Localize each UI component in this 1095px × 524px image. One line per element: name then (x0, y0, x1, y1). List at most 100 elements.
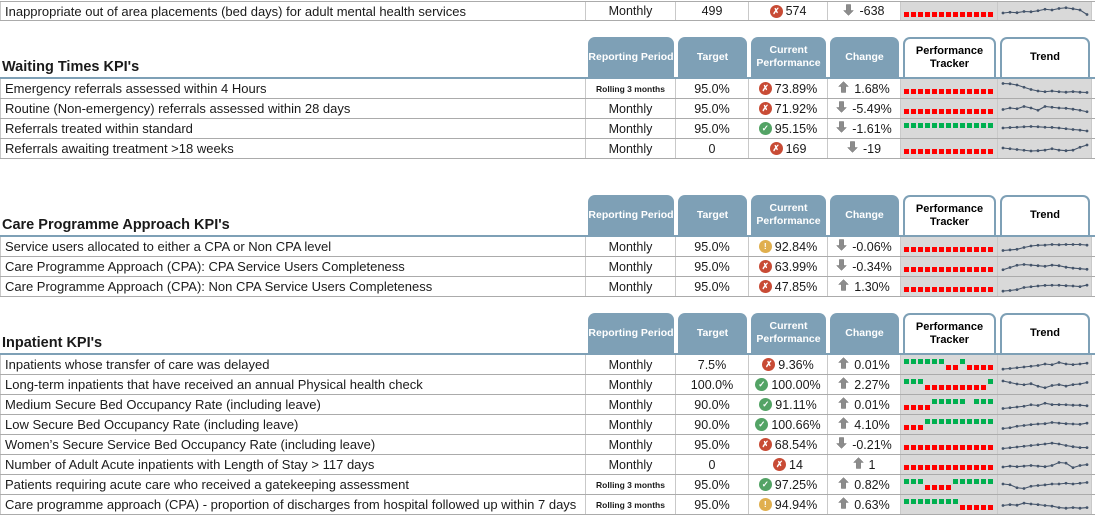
trend-cell (998, 415, 1092, 434)
reporting-period: Rolling 3 months (586, 475, 676, 494)
performance-tracker (903, 102, 995, 115)
kpi-row: Medium Secure Bed Occupancy Rate (includ… (0, 395, 1095, 415)
performance-tracker (903, 280, 995, 293)
kpi-name: Inpatients whose transfer of care was de… (0, 355, 586, 374)
trend-sparkline (1001, 441, 1088, 450)
tracker-square-red (973, 109, 979, 114)
tracker-square-red (917, 287, 923, 292)
kpi-name: Long-term inpatients that have received … (0, 375, 586, 394)
kpi-row: Emergency referrals assessed within 4 Ho… (0, 79, 1095, 99)
tracker-square-red (917, 11, 923, 17)
tracker-square-red (945, 385, 951, 390)
tracker-square-red (938, 109, 944, 114)
tracker-square-red (952, 287, 958, 292)
kpi-row: Patients requiring acute care who receiv… (0, 475, 1095, 495)
status-fail-icon: ✗ (758, 260, 772, 273)
tracker-square-red (959, 109, 965, 114)
kpi-row: Number of Adult Acute inpatients with Le… (0, 455, 1095, 475)
tracker-square-red (931, 247, 937, 252)
tracker-square-green (973, 479, 979, 484)
tracker-square-green (952, 123, 958, 128)
tracker-square-red (945, 485, 951, 490)
top-kpi-row-mount: Inappropriate out of area placements (be… (0, 1, 1095, 21)
column-header-performance-tracker: Performance Tracker (903, 37, 996, 77)
tracker-square-red (959, 505, 965, 510)
current-performance-cell: ✗ 47.85% (749, 277, 828, 296)
tracker-square-green (952, 499, 958, 504)
change-arrow-slot (852, 457, 864, 472)
tracker-square-red (903, 287, 909, 292)
tracker-square-red (931, 11, 937, 17)
tracker-square-red (952, 89, 958, 94)
performance-tracker (903, 418, 995, 431)
target-value: 95.0% (676, 435, 749, 454)
change-value: -1.61% (852, 121, 892, 136)
kpi-section: Inpatient KPI's Reporting Period Target Cu… (0, 313, 1095, 515)
performance-tracker (903, 398, 995, 411)
tracker-square-red (966, 505, 972, 510)
tracker-square-green (917, 359, 923, 364)
target-value: 95.0% (676, 79, 749, 98)
column-header-current-performance: Current Performance (751, 313, 826, 353)
trend-sparkline (1001, 6, 1088, 16)
current-performance-cell: ✗ 63.99% (749, 257, 828, 276)
performance-tracker (903, 142, 995, 155)
tracker-square-green (973, 123, 979, 128)
performance-tracker-cell (901, 2, 998, 20)
tracker-square-green (987, 379, 993, 384)
current-performance-value: 47.85% (774, 279, 818, 294)
status-warn-icon: ! (758, 498, 772, 511)
tracker-square-red (910, 89, 916, 94)
performance-tracker-cell (901, 139, 998, 158)
trend-sparkline (1001, 283, 1088, 292)
change-arrow-slot (838, 417, 850, 432)
tracker-square-green (917, 123, 923, 128)
tracker-square-red (924, 287, 930, 292)
tracker-square-red (910, 109, 916, 114)
change-value: -5.49% (852, 101, 892, 116)
up-arrow-icon (838, 497, 850, 509)
tracker-square-red (966, 365, 972, 370)
performance-tracker-cell (901, 475, 998, 494)
change-value: -638 (859, 4, 885, 18)
tracker-square-red (903, 405, 909, 410)
column-header-change: Change (830, 37, 899, 77)
tracker-square-red (987, 149, 993, 154)
performance-tracker (903, 358, 995, 371)
tracker-square-red (959, 89, 965, 94)
kpi-name: Women’s Secure Service Bed Occupancy Rat… (0, 435, 586, 454)
column-header-change: Change (830, 195, 899, 235)
current-performance-cell: ✓ 91.11% (749, 395, 828, 414)
down-arrow-icon (836, 437, 848, 449)
tracker-square-red (945, 365, 951, 370)
kpi-name: Patients requiring acute care who receiv… (0, 475, 586, 494)
change-cell: 0.01% (828, 355, 901, 374)
tracker-square-red (917, 267, 923, 272)
change-cell: -5.49% (828, 99, 901, 118)
tracker-square-green (931, 359, 937, 364)
tracker-square-red (938, 11, 944, 17)
target-value: 95.0% (676, 237, 749, 256)
tracker-square-red (931, 149, 937, 154)
tracker-square-green (910, 123, 916, 128)
tracker-square-green (987, 479, 993, 484)
tracker-square-red (924, 385, 930, 390)
target-value: 95.0% (676, 475, 749, 494)
change-value: -0.21% (852, 437, 892, 452)
change-cell: -0.34% (828, 257, 901, 276)
trend-sparkline (1001, 124, 1088, 132)
tracker-square-red (980, 365, 986, 370)
tracker-square-red (952, 445, 958, 450)
trend-cell (998, 375, 1092, 394)
section-title: Waiting Times KPI's (2, 59, 140, 75)
change-arrow-slot (847, 141, 858, 156)
trend-cell (998, 2, 1092, 20)
kpi-name: Referrals treated within standard (0, 119, 586, 138)
change-cell: 0.63% (828, 495, 901, 514)
status-fail-icon: ✗ (769, 142, 783, 155)
reporting-period: Monthly (586, 355, 676, 374)
tracker-square-green (952, 399, 958, 404)
tracker-square-red (987, 109, 993, 114)
performance-tracker-cell (901, 277, 998, 296)
column-header-reporting-period: Reporting Period (588, 195, 674, 235)
